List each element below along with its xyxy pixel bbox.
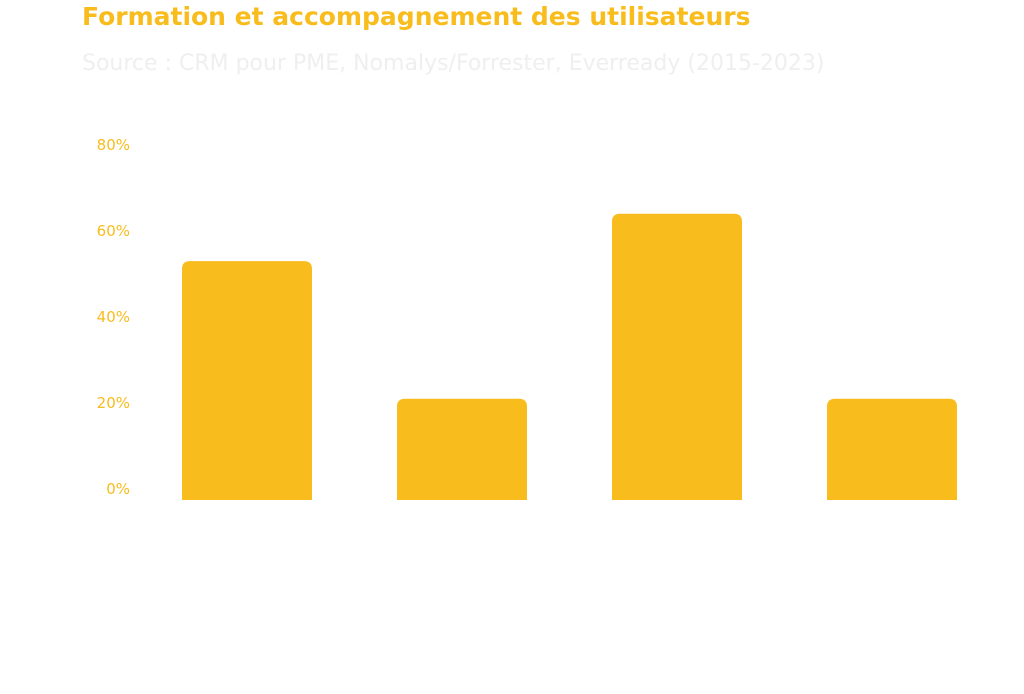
chart-subtitle: Source : CRM pour PME, Nomalys/Forrester… xyxy=(82,51,825,76)
y-tick-label: 60% xyxy=(97,222,130,240)
bars xyxy=(182,213,957,501)
y-tick-label: 40% xyxy=(97,308,130,326)
chart-title: Formation et accompagnement des utilisat… xyxy=(82,2,751,31)
y-tick-label: 80% xyxy=(97,136,130,154)
y-tick-label: 0% xyxy=(106,480,130,498)
y-tick-label: 20% xyxy=(97,394,130,412)
y-axis: 0% 20% 40% 60% 80% xyxy=(97,136,130,498)
bar xyxy=(827,398,957,500)
bar xyxy=(397,398,527,500)
bar xyxy=(612,213,742,501)
bar xyxy=(182,261,312,500)
